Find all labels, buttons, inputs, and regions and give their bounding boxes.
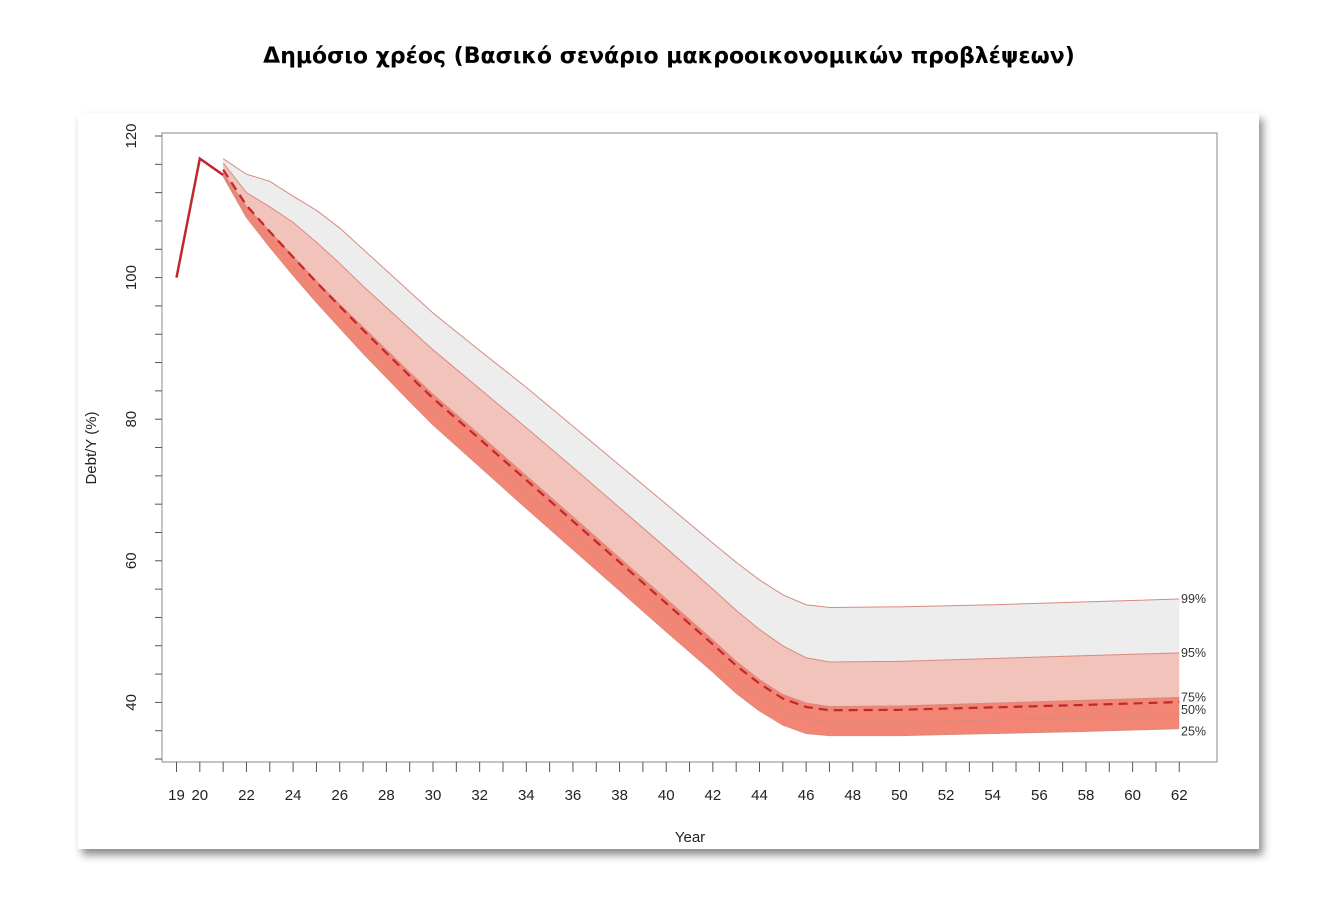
x-tick-label: 54 [984, 787, 1001, 804]
x-tick-label: 34 [518, 787, 535, 804]
band-edge-75 [222, 172, 1180, 708]
x-tick-label: 46 [798, 787, 815, 804]
y-tick-label: 100 [123, 265, 140, 290]
band-edge-95 [222, 162, 1180, 663]
band-label-25: 25% [1181, 724, 1206, 738]
band-label-95: 95% [1181, 646, 1206, 660]
y-tick-label: 40 [123, 694, 140, 711]
x-tick-label: 20 [191, 787, 208, 804]
x-tick-label: 28 [378, 787, 395, 804]
band-label-99: 99% [1181, 592, 1206, 606]
y-tick-label: 60 [123, 552, 140, 569]
x-tick-label: 19 [168, 787, 185, 804]
x-tick-label: 40 [658, 787, 675, 804]
band-edge-50 [222, 174, 1180, 723]
y-axis-label: Debt/Y (%) [83, 411, 100, 484]
y-tick-label: 80 [123, 411, 140, 428]
x-axis: 19 20 22 24 26 28 30 32 34 36 38 40 42 44 46 48 50 52 54 56… [168, 762, 1188, 804]
x-tick-label: 32 [471, 787, 488, 804]
x-tick-label: 62 [1171, 787, 1188, 804]
median-line [222, 169, 1180, 712]
x-tick-label: 48 [844, 787, 861, 804]
history-line [175, 156, 224, 278]
x-tick-label: 38 [611, 787, 628, 804]
bands-layer [222, 158, 1180, 737]
x-tick-label: 24 [285, 787, 302, 804]
band-edge-99 [222, 158, 1180, 609]
chart-title: Δημόσιο χρέος (Βασικό σενάριο μακροοικον… [263, 44, 1075, 69]
band-edge-25 [222, 176, 1180, 737]
band-label-50: 50% [1181, 703, 1206, 717]
band-label-75: 75% [1181, 690, 1206, 704]
x-tick-label: 30 [425, 787, 442, 804]
x-tick-label: 60 [1124, 787, 1141, 804]
x-tick-label: 56 [1031, 787, 1048, 804]
band-99-95 [223, 158, 1180, 663]
x-tick-label: 22 [238, 787, 255, 804]
band-labels: 99% 95% 75%50% 25% [1181, 592, 1206, 738]
x-tick-label: 42 [705, 787, 722, 804]
band-95-75 [223, 162, 1180, 707]
x-tick-label: 44 [751, 787, 768, 804]
x-tick-label: 58 [1078, 787, 1095, 804]
x-tick-label: 50 [891, 787, 908, 804]
x-axis-label: Year [675, 829, 705, 846]
x-tick-label: 26 [331, 787, 348, 804]
y-tick-label: 120 [123, 123, 140, 148]
y-axis: 40 60 80 100 120 [123, 123, 162, 760]
x-tick-label: 36 [565, 787, 582, 804]
lines-layer [175, 156, 1180, 712]
x-tick-label: 52 [938, 787, 955, 804]
